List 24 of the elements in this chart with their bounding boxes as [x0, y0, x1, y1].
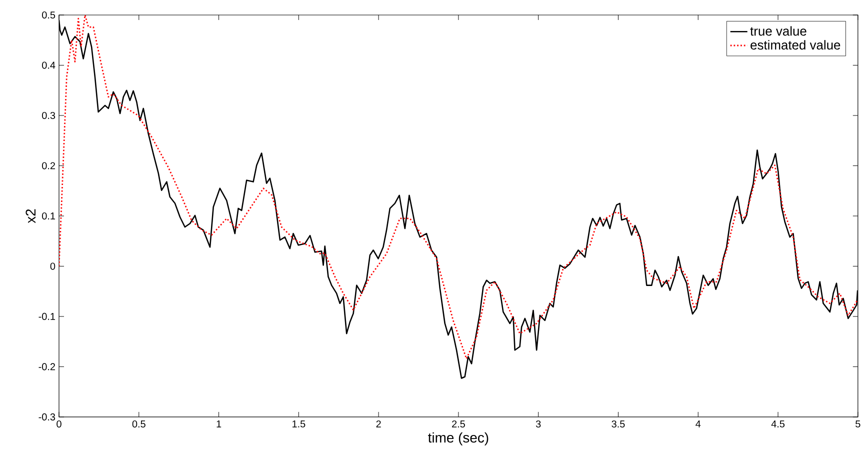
- y-axis-title: x2: [26, 209, 36, 224]
- x-tick-label: 1: [216, 420, 222, 428]
- y-tick-label: 0.5: [42, 12, 56, 19]
- x-tick-label: 4: [696, 420, 701, 428]
- x-tick-label: 3.5: [612, 420, 625, 428]
- x-tick-label: 5: [856, 420, 860, 428]
- x-tick-label: 4.5: [771, 420, 785, 428]
- x-tick-label: 0.5: [132, 420, 146, 428]
- y-tick-label: 0.4: [42, 62, 56, 69]
- y-tick-label: 0.1: [42, 212, 56, 220]
- x-tick-label: 0: [56, 420, 62, 428]
- y-tick-label: -0.1: [38, 312, 56, 320]
- x-tick-label: 1.5: [292, 420, 306, 428]
- y-tick-label: -0.3: [38, 413, 56, 420]
- legend-label: estimated value: [750, 40, 840, 50]
- x-tick-label: 2.5: [452, 420, 465, 428]
- x-tick-label: 2: [376, 420, 381, 428]
- y-tick-label: -0.2: [38, 363, 55, 370]
- legend-label: true value: [750, 26, 806, 36]
- x-tick-label: 3: [536, 420, 541, 428]
- y-tick-label: 0: [50, 262, 56, 270]
- y-tick-label: 0.3: [42, 112, 56, 120]
- x-axis-title: time (sec): [428, 432, 488, 446]
- y-tick-label: 0.2: [42, 162, 55, 170]
